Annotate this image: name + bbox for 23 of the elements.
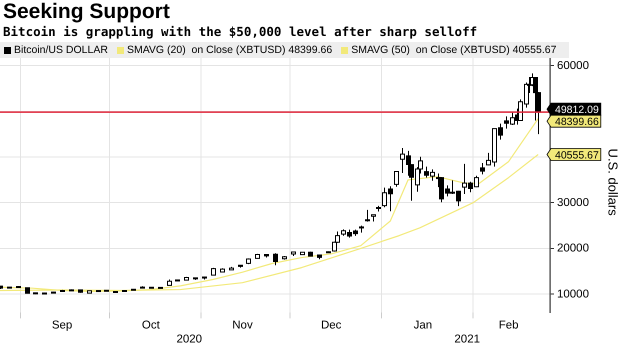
x-tick-label: Jan <box>414 319 432 332</box>
x2-tick-label: 2021 <box>454 333 480 346</box>
y-tick-label: 10000 <box>557 288 589 300</box>
x-tick-label: Oct <box>142 319 161 332</box>
x2-tick-label: 2020 <box>176 333 202 346</box>
legend-label: SMAVG (20) on Close (XBTUSD) 48399.66 <box>126 44 332 56</box>
y-tick-label: 30000 <box>557 196 589 209</box>
candlestick <box>394 170 399 188</box>
x-tick-label: Dec <box>320 319 342 332</box>
candlestick <box>480 162 485 175</box>
legend-label: Bitcoin/US DOLLAR <box>14 44 108 56</box>
data-label: 48399.66 <box>555 116 599 128</box>
x-tick-label: Sep <box>52 319 72 332</box>
x-tick-label: Nov <box>232 319 253 332</box>
data-label: 40555.67 <box>555 149 599 162</box>
y-tick-label: 60000 <box>557 60 589 72</box>
chart-title: Seeking Support <box>3 0 170 24</box>
chart-subtitle: Bitcoin is grappling with the $50,000 level after sharp selloff <box>3 24 478 39</box>
y-tick-label: 20000 <box>557 242 589 255</box>
x-tick-label: Feb <box>498 319 519 332</box>
legend-label: SMAVG (50) on Close (XBTUSD) 40555.67 <box>351 44 556 56</box>
ref-line-label: 49812.09 <box>555 104 599 116</box>
y-axis-title: U.S. dollars <box>606 148 620 216</box>
